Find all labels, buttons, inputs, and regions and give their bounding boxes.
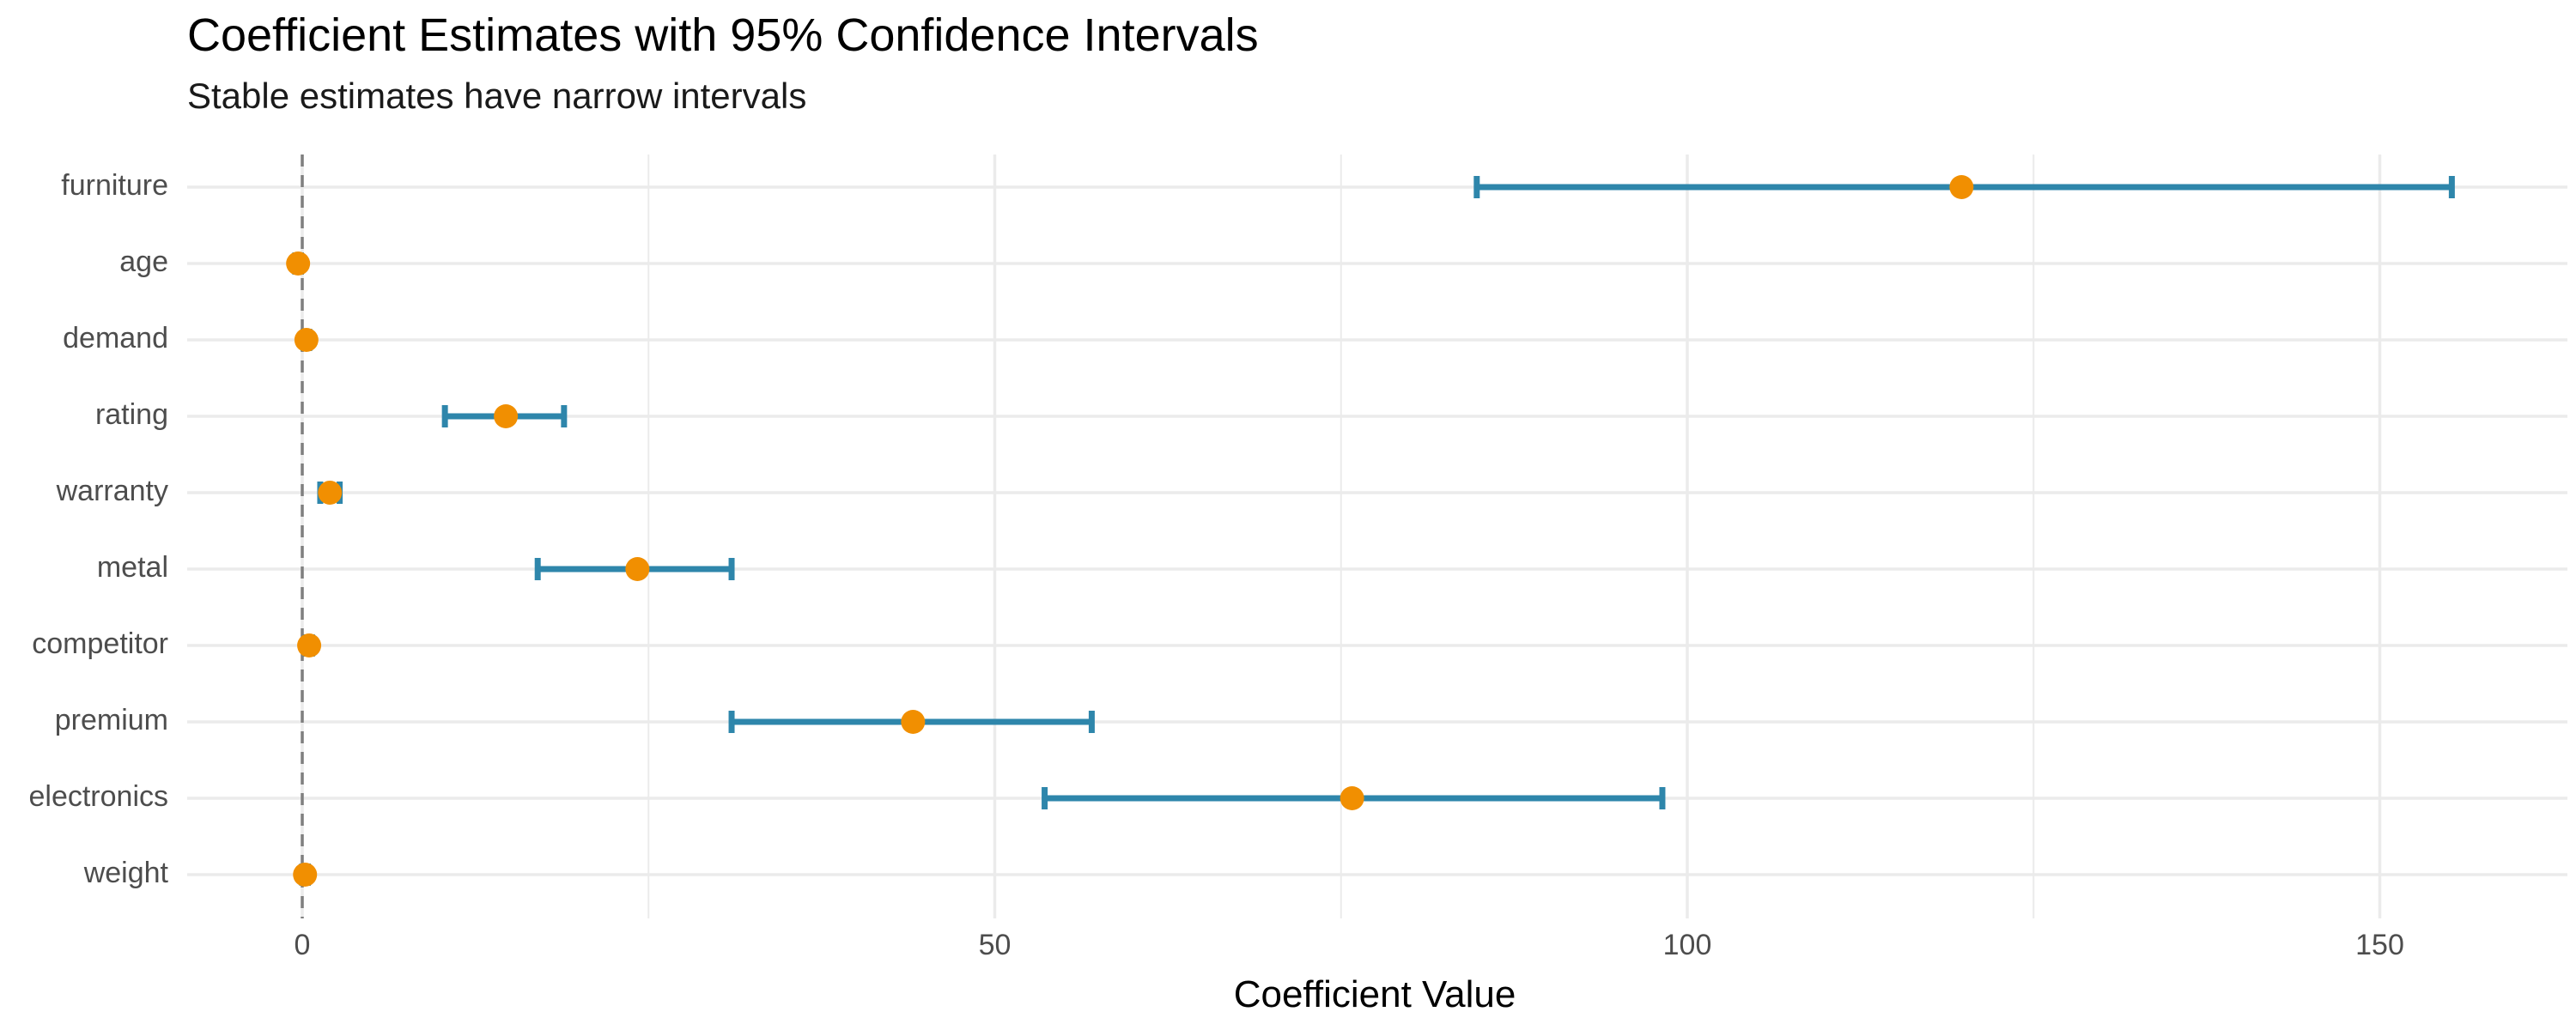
estimate-point-electronics	[1340, 786, 1364, 810]
estimate-point-furniture	[1949, 175, 1974, 199]
y-tick-label-weight: weight	[83, 857, 169, 889]
y-tick-label-competitor: competitor	[32, 627, 168, 660]
chart-subtitle: Stable estimates have narrow intervals	[187, 76, 807, 116]
estimate-point-warranty	[318, 481, 343, 505]
y-tick-label-electronics: electronics	[28, 780, 168, 813]
estimate-point-metal	[625, 557, 650, 581]
y-tick-label-rating: rating	[95, 398, 168, 431]
grid-layer	[187, 154, 2567, 918]
x-tick-label: 150	[2355, 929, 2404, 961]
estimate-point-demand	[294, 328, 319, 352]
x-tick-labels: 0 50 100 150	[295, 929, 2404, 961]
y-tick-labels: furniture age demand rating warranty metal com…	[28, 169, 168, 889]
interval-layer	[292, 176, 2455, 886]
x-tick-label: 50	[979, 929, 1012, 961]
estimate-point-weight	[293, 863, 318, 887]
estimate-layer	[286, 175, 1974, 887]
y-tick-label-metal: metal	[97, 551, 168, 584]
estimate-point-age	[286, 251, 311, 276]
estimate-point-premium	[901, 710, 926, 734]
y-tick-label-age: age	[119, 245, 168, 278]
x-axis-title: Coefficient Value	[1234, 973, 1516, 1015]
x-tick-label: 0	[295, 929, 311, 961]
chart-title: Coefficient Estimates with 95% Confidenc…	[187, 9, 1259, 61]
estimate-point-rating	[494, 404, 519, 428]
estimate-point-competitor	[297, 633, 322, 657]
y-tick-label-demand: demand	[63, 322, 168, 354]
y-tick-label-furniture: furniture	[61, 169, 168, 202]
y-tick-label-premium: premium	[55, 704, 168, 736]
x-tick-label: 100	[1663, 929, 1712, 961]
y-tick-label-warranty: warranty	[56, 475, 168, 507]
